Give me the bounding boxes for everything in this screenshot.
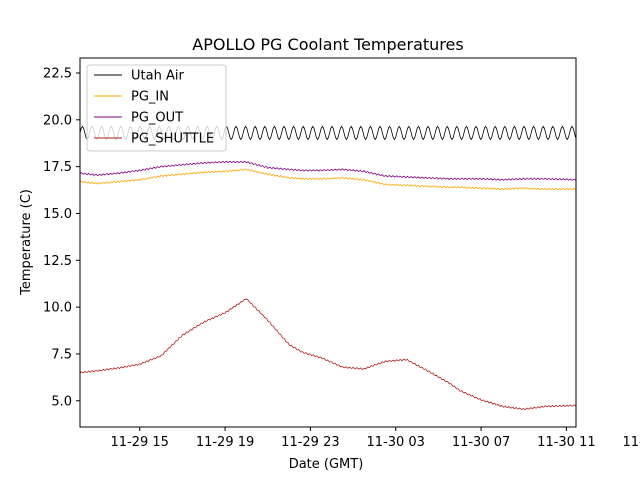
x-tick-label: 11-30 11 (537, 435, 595, 450)
y-tick-label: 20.0 (43, 113, 72, 128)
x-axis: 11-29 15 11-29 19 11-29 23 11-30 03 11-30 07… (111, 427, 640, 450)
series-line-pg-out (80, 160, 576, 181)
y-tick-label: 5.0 (51, 394, 72, 409)
y-tick-label: 22.5 (43, 66, 72, 81)
x-tick-label: 11-29 15 (111, 435, 169, 450)
x-tick-label: 11-29 23 (281, 435, 339, 450)
chart-title: APOLLO PG Coolant Temperatures (192, 35, 463, 54)
x-tick-label: 11-30 07 (452, 435, 510, 450)
plot-frame (79, 57, 577, 428)
y-tick-label: 17.5 (43, 160, 72, 175)
x-tick-label: 11-29 19 (196, 435, 254, 450)
x-tick-label: 11-30 03 (367, 435, 425, 450)
x-axis-label: Date (GMT) (289, 457, 364, 472)
y-axis: 5.0 7.5 10.0 12.5 15.0 17.5 20.0 22.5 (43, 66, 80, 409)
y-tick-label: 12.5 (43, 254, 72, 269)
y-tick-label: 15.0 (43, 207, 72, 222)
legend-label-utah-air: Utah Air (131, 69, 184, 84)
legend-label-pg-shuttle: PG_SHUTTLE (131, 132, 214, 147)
y-axis-label: Temperature (C) (19, 189, 34, 296)
legend: Utah Air PG_IN PG_OUT PG_SHUTTLE (86, 64, 227, 152)
series-line-pg-shuttle (80, 298, 576, 411)
legend-box (86, 64, 227, 152)
legend-label-pg-out: PG_OUT (131, 111, 183, 126)
series-line-pg-in (80, 168, 576, 191)
x-tick-label: 11-30 15 (623, 435, 640, 450)
y-tick-label: 7.5 (51, 347, 72, 362)
legend-label-pg-in: PG_IN (131, 90, 169, 105)
y-tick-label: 10.0 (43, 301, 72, 316)
